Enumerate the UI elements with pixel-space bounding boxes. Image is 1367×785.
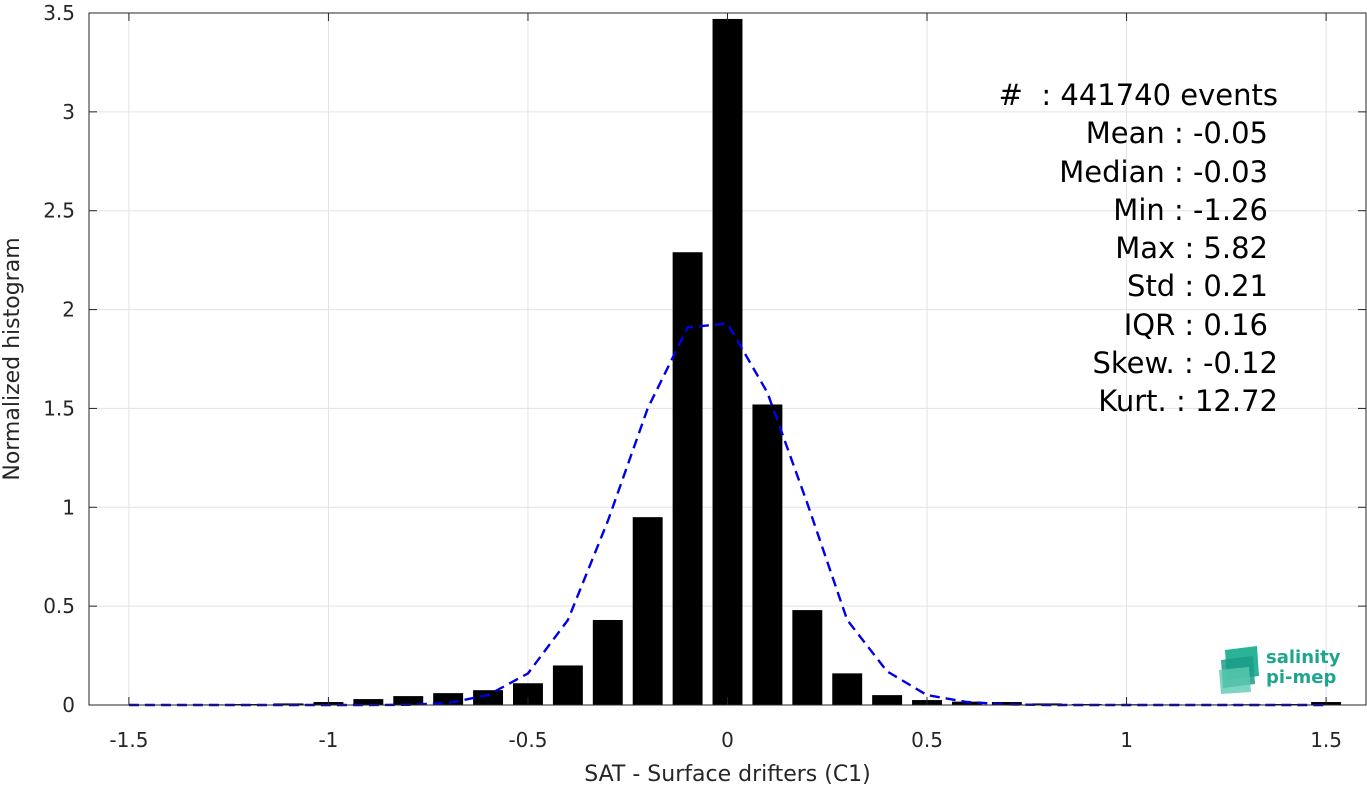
stat-min: Min : -1.26 xyxy=(1113,192,1268,227)
y-tick-label: 2.5 xyxy=(43,199,75,223)
histogram-bar xyxy=(592,619,623,705)
histogram-bar xyxy=(433,693,464,705)
histogram-bar xyxy=(832,673,863,705)
histogram-bars xyxy=(113,18,1342,706)
logo-mark-icon xyxy=(1219,646,1259,694)
stat-kurt: Kurt. : 12.72 xyxy=(1098,384,1278,419)
x-axis-ticks: -1.5 -1 -0.5 0 0.5 1 1.5 xyxy=(109,13,1342,752)
y-tick-label: 0 xyxy=(62,693,75,717)
stat-count: # : 441740 events xyxy=(998,78,1278,112)
y-tick-label: 1.5 xyxy=(43,396,75,420)
stat-max: Max : 5.82 xyxy=(1115,231,1268,266)
y-tick-label: 3 xyxy=(62,100,75,124)
y-axis-label: Normalized histogram xyxy=(0,237,25,480)
histogram-bar xyxy=(393,696,424,705)
y-tick-label: 2 xyxy=(62,298,75,322)
histogram-bar xyxy=(792,610,823,705)
logo-text: salinity pi-mep xyxy=(1266,648,1341,688)
logo-line-1: salinity xyxy=(1266,647,1341,668)
x-axis-label: SAT - Surface drifters (C1) xyxy=(584,762,871,785)
y-tick-label: 1 xyxy=(62,495,75,519)
x-tick-label: 1 xyxy=(1120,728,1133,752)
histogram-bar xyxy=(273,703,304,705)
stat-mean: Mean : -0.05 xyxy=(1085,116,1268,151)
stat-median: Median : -0.03 xyxy=(1059,154,1268,189)
y-tick-label: 0.5 xyxy=(43,594,75,618)
logo-line-2: pi-mep xyxy=(1266,667,1337,688)
x-tick-label: -1.5 xyxy=(109,728,148,752)
x-tick-label: -0.5 xyxy=(508,728,547,752)
salinity-pi-mep-logo: salinity pi-mep xyxy=(1217,646,1347,694)
x-tick-label: 0.5 xyxy=(911,728,943,752)
histogram-bar xyxy=(951,701,982,705)
histogram-bar xyxy=(712,18,743,705)
stat-skew: Skew. : -0.12 xyxy=(1092,346,1278,381)
stat-std: Std : 0.21 xyxy=(1127,269,1268,304)
histogram-bar xyxy=(872,695,903,705)
histogram-bar xyxy=(353,699,384,705)
histogram-bar xyxy=(991,702,1022,705)
histogram-bar xyxy=(752,404,783,705)
histogram-bar xyxy=(473,690,504,705)
histogram-bar xyxy=(672,252,703,705)
y-axis-ticks: 0 0.5 1 1.5 2 2.5 3 3.5 xyxy=(43,1,1366,717)
histogram-bar xyxy=(552,665,583,705)
x-tick-label: 0 xyxy=(721,728,734,752)
x-tick-label: 1.5 xyxy=(1310,728,1342,752)
y-tick-label: 3.5 xyxy=(43,1,75,25)
stat-iqr: IQR : 0.16 xyxy=(1123,307,1268,342)
x-tick-label: -1 xyxy=(318,728,338,752)
histogram-bar xyxy=(632,517,663,705)
statistics-box: # : 441740 events Mean : -0.05 Median : … xyxy=(999,76,1278,421)
histogram-bar xyxy=(513,683,543,705)
